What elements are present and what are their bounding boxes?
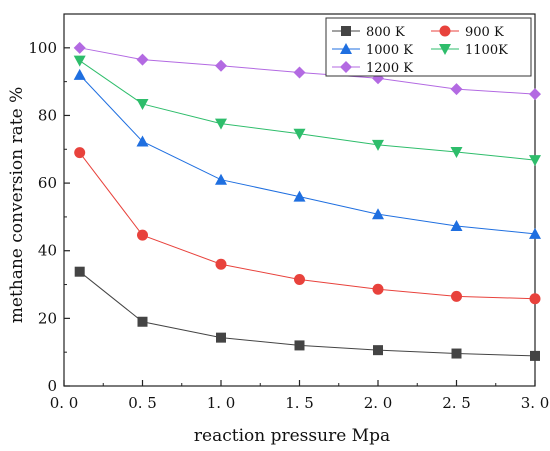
data-point bbox=[73, 55, 86, 67]
legend: 800 K 900 K 1000 K 1100K 1200 K bbox=[325, 17, 532, 77]
data-point bbox=[73, 41, 86, 54]
legend-entry: 1100K bbox=[431, 43, 508, 58]
legend-marker bbox=[439, 44, 451, 55]
legend-entry: 900 K bbox=[431, 25, 504, 40]
axes: 0. 0 0. 5 1. 0 1. 5 2. 0 2. 5 3. 0 0 20 40 60 80 100 bbox=[28, 39, 549, 412]
data-point bbox=[451, 290, 462, 302]
data-point bbox=[293, 128, 306, 140]
y-tick-label: 100 bbox=[28, 39, 57, 57]
data-point bbox=[293, 190, 306, 202]
y-tick-label: 40 bbox=[38, 242, 57, 260]
legend-marker bbox=[341, 26, 351, 36]
data-point bbox=[136, 98, 149, 110]
legend-label: 1000 K bbox=[366, 43, 413, 58]
data-point bbox=[373, 345, 383, 356]
x-tick-label: 0. 0 bbox=[50, 394, 79, 412]
y-tick-label: 20 bbox=[38, 309, 57, 327]
data-point bbox=[451, 348, 462, 359]
x-tick-label: 2. 0 bbox=[364, 394, 393, 412]
data-point bbox=[529, 227, 541, 239]
data-point bbox=[73, 68, 86, 80]
x-tick-label: 2. 5 bbox=[442, 394, 471, 412]
data-point bbox=[450, 220, 463, 232]
x-axis-title: reaction pressure Mpa bbox=[194, 426, 390, 446]
data-point bbox=[530, 350, 540, 361]
y-tick-label: 80 bbox=[38, 106, 57, 124]
legend-marker bbox=[340, 61, 352, 73]
series-1100k bbox=[73, 55, 541, 167]
legend-marker bbox=[340, 43, 352, 54]
x-tick-label: 1. 5 bbox=[285, 394, 314, 412]
data-point bbox=[372, 139, 384, 151]
data-point bbox=[215, 59, 227, 72]
legend-entry: 1000 K bbox=[332, 43, 413, 58]
data-point bbox=[372, 283, 384, 295]
data-point bbox=[294, 340, 305, 351]
data-point bbox=[136, 135, 149, 147]
data-point bbox=[74, 266, 85, 277]
data-point bbox=[450, 83, 463, 96]
data-point bbox=[74, 147, 86, 159]
y-tick-label: 0 bbox=[47, 377, 57, 395]
data-point bbox=[215, 173, 227, 185]
x-tick-label: 3. 0 bbox=[521, 394, 550, 412]
legend-marker bbox=[439, 25, 451, 37]
series-900k bbox=[74, 147, 541, 305]
legend-label: 800 K bbox=[366, 25, 405, 40]
data-point bbox=[215, 118, 227, 130]
x-tick-label: 0. 5 bbox=[128, 394, 157, 412]
series-layer bbox=[73, 41, 541, 361]
data-point bbox=[137, 316, 148, 327]
data-point bbox=[529, 293, 541, 305]
data-point bbox=[293, 66, 306, 79]
data-point bbox=[137, 229, 148, 241]
data-point bbox=[529, 155, 541, 167]
series-1000k bbox=[73, 68, 541, 239]
data-point bbox=[450, 146, 463, 158]
legend-entry: 800 K bbox=[332, 25, 405, 40]
legend-label: 900 K bbox=[465, 25, 504, 40]
series-1200k bbox=[73, 41, 541, 101]
data-point bbox=[529, 88, 541, 101]
data-point bbox=[215, 258, 227, 270]
legend-entry: 1200 K bbox=[332, 61, 413, 76]
y-axis-title: methane conversion rate % bbox=[7, 87, 27, 323]
data-point bbox=[372, 208, 384, 220]
legend-label: 1100K bbox=[465, 43, 508, 58]
legend-label: 1200 K bbox=[366, 61, 413, 76]
y-tick-label: 60 bbox=[38, 174, 57, 192]
x-tick-label: 1. 0 bbox=[207, 394, 236, 412]
data-point bbox=[136, 53, 149, 66]
data-point bbox=[216, 332, 226, 343]
series-800k bbox=[74, 266, 540, 361]
legend-box bbox=[325, 17, 532, 77]
data-point bbox=[294, 273, 305, 285]
